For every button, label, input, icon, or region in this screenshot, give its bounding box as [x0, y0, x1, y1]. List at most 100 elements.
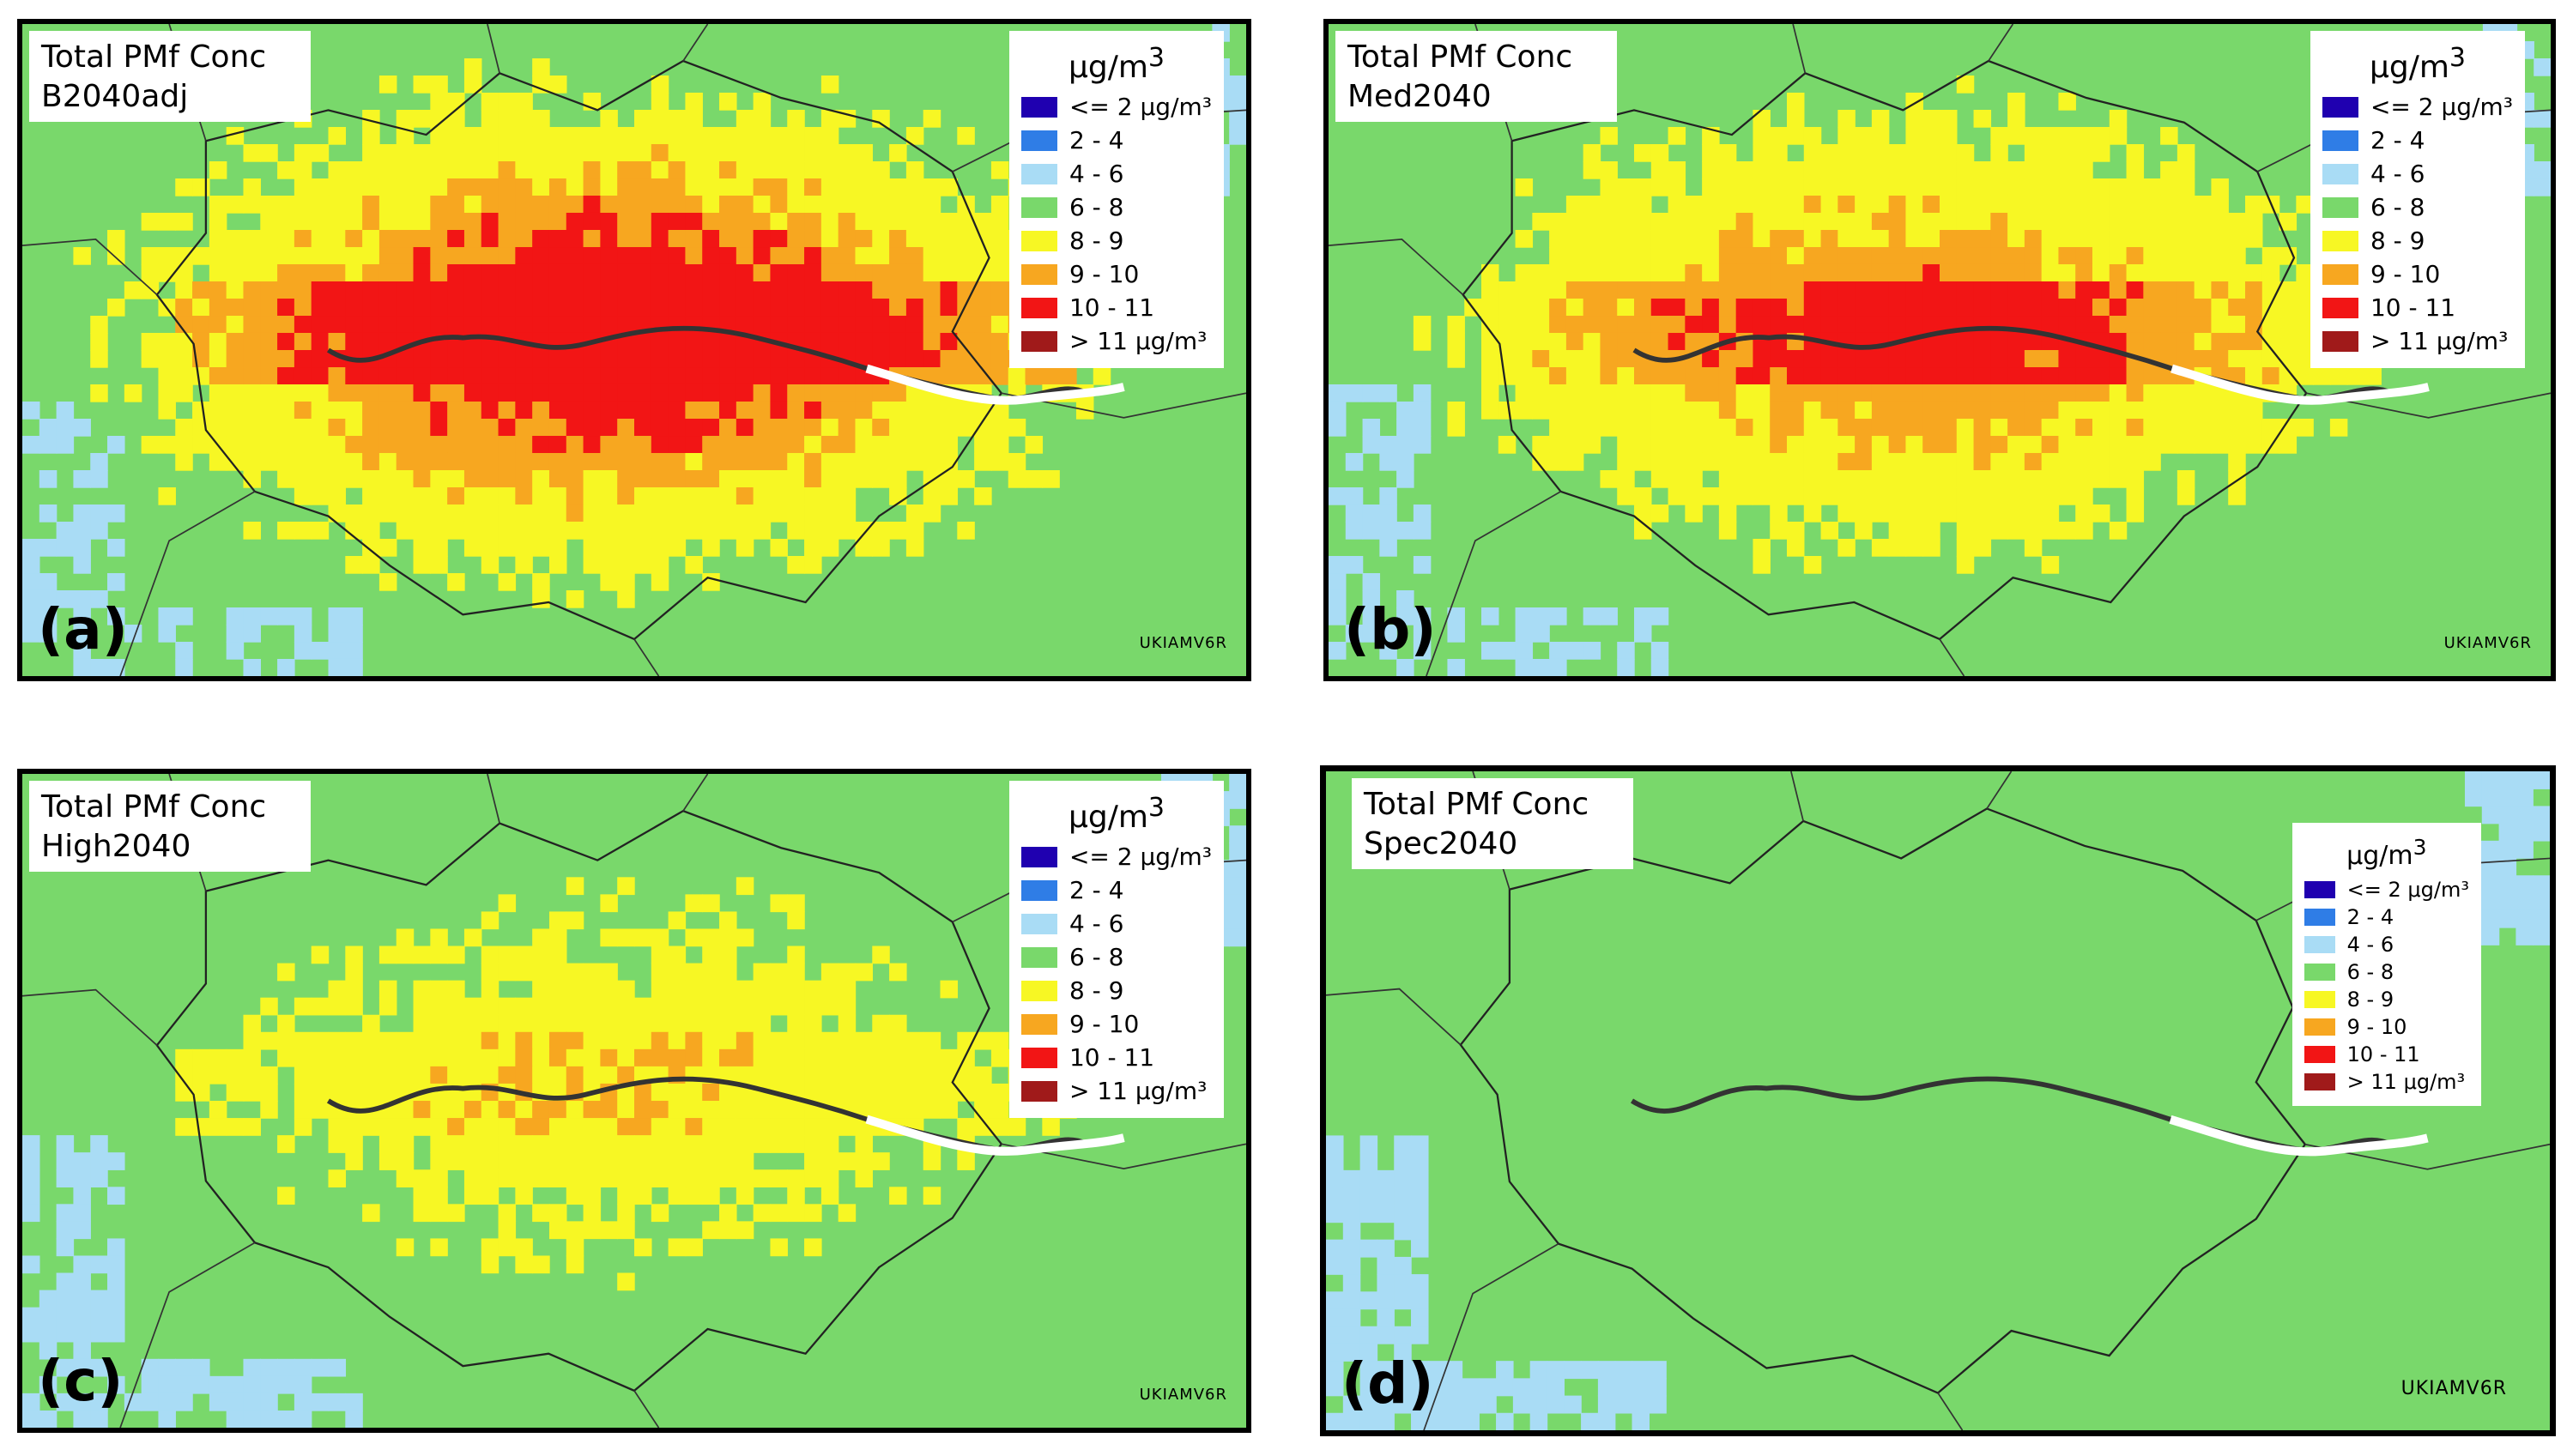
grid-cell	[447, 281, 465, 299]
grid-cell	[1702, 143, 1720, 162]
grid-cell	[73, 521, 91, 540]
grid-cell	[2126, 436, 2145, 454]
grid-cell	[1394, 1361, 1412, 1380]
grid-cell	[175, 1066, 193, 1084]
grid-cell	[1362, 573, 1381, 591]
grid-cell	[22, 1255, 40, 1274]
grid-cell	[600, 212, 618, 231]
grid-cell	[770, 487, 788, 505]
map-title-box: Total PMf Conc B2040adj	[29, 31, 311, 122]
grid-cell	[651, 1031, 669, 1050]
grid-cell	[1973, 538, 1992, 557]
legend-swatch	[1020, 913, 1057, 934]
legend-label: <= 2 μg/m³	[1069, 843, 1212, 871]
grid-cell	[378, 1066, 397, 1084]
grid-cell	[1345, 625, 1364, 643]
grid-cell	[617, 1272, 635, 1291]
grid-cell	[498, 212, 517, 231]
grid-cell	[430, 1101, 448, 1119]
grid-cell	[1008, 469, 1026, 488]
grid-cell	[923, 1187, 941, 1205]
grid-cell	[2075, 487, 2093, 505]
grid-cell	[548, 980, 567, 999]
grid-cell	[2024, 263, 2043, 282]
grid-cell	[2041, 281, 2060, 299]
thames-estuary	[2170, 364, 2430, 405]
grid-cell	[2126, 367, 2145, 385]
grid-cell	[277, 350, 295, 368]
grid-cell	[736, 263, 754, 282]
grid-cell	[463, 230, 482, 248]
grid-cell	[1855, 504, 1873, 523]
grid-cell	[2211, 247, 2229, 265]
grid-cell	[940, 247, 959, 265]
grid-cell	[1565, 384, 1584, 402]
grid-cell	[515, 126, 533, 145]
grid-cell	[1956, 75, 1975, 94]
grid-cell	[311, 1083, 330, 1102]
grid-cell	[753, 263, 772, 282]
grid-cell	[2126, 469, 2145, 488]
grid-cell	[1940, 419, 1958, 437]
grid-cell	[736, 384, 754, 402]
map-panel-c: Total PMf Conc High2040 μg/m3 <= 2 μg/m³…	[17, 769, 1251, 1433]
grid-cell	[90, 1393, 108, 1411]
grid-cell	[1668, 126, 1686, 145]
grid-cell	[2058, 436, 2076, 454]
grid-cell	[1634, 247, 1652, 265]
grid-cell	[1008, 1118, 1026, 1136]
grid-cell	[1342, 1412, 1361, 1430]
grid-cell	[1855, 521, 1873, 540]
grid-cell	[430, 945, 448, 964]
grid-cell	[770, 1048, 788, 1067]
grid-cell	[2194, 299, 2213, 317]
grid-cell	[2075, 299, 2093, 317]
grid-cell	[1803, 316, 1822, 334]
grid-cell	[1871, 126, 1890, 145]
grid-cell	[2481, 927, 2500, 945]
grid-cell	[175, 642, 193, 660]
grid-cell	[753, 230, 772, 248]
grid-cell	[1650, 436, 1669, 454]
grid-cell	[905, 504, 924, 523]
grid-cell	[2109, 212, 2128, 231]
grid-cell	[1617, 452, 1635, 471]
grid-cell	[820, 126, 839, 145]
grid-cell	[362, 538, 380, 557]
legend-label: 6 - 8	[2370, 193, 2425, 221]
grid-cell	[2007, 195, 2025, 214]
grid-cell	[1617, 469, 1635, 488]
grid-cell	[2296, 281, 2314, 299]
grid-cell	[2041, 367, 2060, 385]
legend-label: 10 - 11	[2346, 1042, 2420, 1066]
grid-cell	[2533, 771, 2550, 789]
grid-cell	[1549, 316, 1567, 334]
grid-cell	[1394, 1169, 1412, 1188]
grid-cell	[209, 299, 227, 317]
grid-cell	[1496, 1361, 1514, 1380]
grid-cell	[855, 1135, 873, 1153]
grid-cell	[617, 997, 635, 1016]
grid-cell	[566, 997, 584, 1016]
grid-cell	[1394, 1187, 1412, 1205]
grid-cell	[566, 469, 584, 488]
grid-cell	[651, 436, 669, 454]
grid-cell	[2109, 178, 2128, 196]
grid-cell	[634, 436, 652, 454]
grid-cell	[447, 452, 465, 471]
grid-cell	[583, 281, 602, 299]
grid-cell	[1411, 1187, 1429, 1205]
grid-cell	[548, 1014, 567, 1033]
grid-cell	[1787, 538, 1805, 557]
grid-cell	[311, 401, 330, 420]
grid-cell	[548, 997, 567, 1016]
legend-label: 6 - 8	[2346, 960, 2394, 984]
grid-cell	[1753, 143, 1771, 162]
grid-cell	[1973, 178, 1992, 196]
grid-cell	[753, 350, 772, 368]
grid-cell	[600, 1031, 618, 1050]
grid-cell	[294, 263, 312, 282]
grid-cell	[532, 504, 550, 523]
grid-cell	[566, 212, 584, 231]
grid-cell	[1583, 195, 1601, 214]
